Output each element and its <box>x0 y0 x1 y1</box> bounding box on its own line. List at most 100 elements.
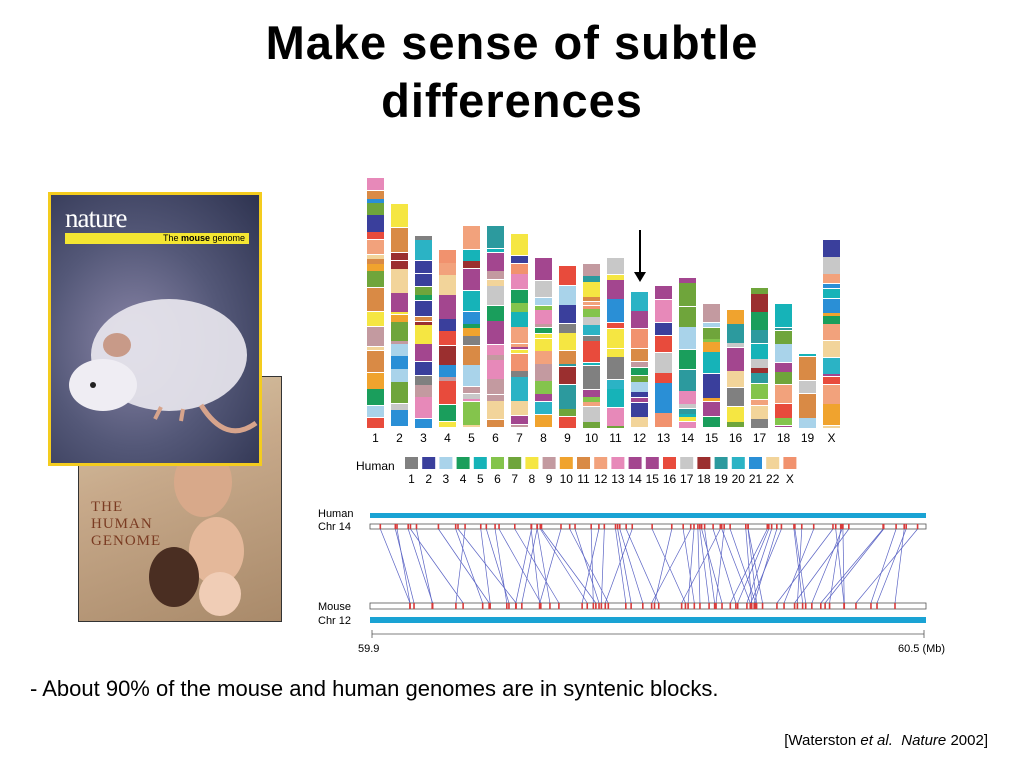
segment-divider <box>511 424 528 426</box>
syntenic-segment <box>391 241 408 253</box>
synteny-marker <box>574 524 576 529</box>
segment-divider <box>823 283 840 285</box>
synteny-marker <box>431 603 433 609</box>
syntenic-segment <box>439 377 456 381</box>
segment-divider <box>391 427 408 429</box>
title-line-1: Make sense of subtle <box>265 16 759 69</box>
legend-swatch <box>680 457 694 469</box>
legend-label: 10 <box>560 472 574 486</box>
legend-swatch <box>508 457 522 469</box>
syntenic-segment <box>655 336 672 353</box>
segment-divider <box>463 427 480 429</box>
segment-divider <box>463 401 480 403</box>
syntenic-segment <box>751 373 768 384</box>
legend-label: 16 <box>663 472 677 486</box>
synteny-link <box>521 528 538 604</box>
synteny-link <box>540 528 588 604</box>
synteny-marker <box>625 603 627 609</box>
segment-divider <box>367 372 384 374</box>
syntenic-segment <box>511 350 528 354</box>
syntenic-segment <box>823 324 840 341</box>
synteny-marker <box>642 603 644 609</box>
synteny-link <box>455 528 484 604</box>
legend-swatch <box>783 457 797 469</box>
synteny-link <box>704 528 715 604</box>
syntenic-segment <box>367 271 384 288</box>
legend-swatch <box>473 457 487 469</box>
syntenic-segment <box>511 344 528 347</box>
syntenic-segment <box>487 355 504 360</box>
mouse-chromosome-label: 10 <box>585 431 599 445</box>
syntenic-segment <box>391 261 408 269</box>
segment-divider <box>607 348 624 350</box>
syntenic-segment <box>535 381 552 394</box>
synteny-marker <box>568 524 571 529</box>
synteny-marker <box>800 524 803 529</box>
syntenic-segment <box>487 395 504 401</box>
synteny-link <box>747 528 763 604</box>
segment-divider <box>535 327 552 329</box>
syntenic-segment <box>559 324 576 333</box>
mouse-chromosome-label: 3 <box>420 431 427 445</box>
synteny-marker <box>796 603 799 609</box>
syntenic-segment <box>679 404 696 409</box>
segment-divider <box>607 407 624 409</box>
syntenic-segment <box>823 377 840 385</box>
syntenic-segment <box>367 373 384 389</box>
synteny-link <box>396 528 411 604</box>
synteny-marker <box>894 603 896 609</box>
syntenic-segment <box>439 381 456 405</box>
segment-divider <box>463 386 480 388</box>
syntenic-segment <box>799 381 816 394</box>
mouse-chromosome-label: 9 <box>564 431 571 445</box>
syntenic-segment <box>583 366 600 390</box>
syntenic-segment <box>679 278 696 283</box>
segment-divider <box>655 335 672 337</box>
synteny-link <box>457 528 517 604</box>
segment-divider <box>367 190 384 192</box>
synteny-link <box>699 528 710 604</box>
syntenic-segment <box>823 284 840 289</box>
segment-divider <box>655 427 672 429</box>
synteny-marker <box>508 603 510 609</box>
syntenic-segment <box>439 405 456 422</box>
synteny-marker <box>462 603 464 609</box>
mouse-chromosome-label: 18 <box>777 431 791 445</box>
synteny-marker <box>684 603 687 609</box>
syntenic-segment <box>727 310 744 324</box>
syntenic-segment <box>463 425 480 428</box>
segment-divider <box>655 299 672 301</box>
syntenic-segment <box>631 398 648 403</box>
synteny-marker <box>657 603 660 609</box>
syntenic-segment <box>751 384 768 400</box>
syntenic-segment <box>367 240 384 255</box>
syntenic-segment <box>607 299 624 323</box>
legend-label: 12 <box>594 472 608 486</box>
syntenic-segment <box>391 228 408 241</box>
segment-divider <box>463 345 480 347</box>
syntenic-segment <box>463 402 480 412</box>
chromosome-bar-16 <box>727 310 744 429</box>
synteny-marker <box>455 603 457 609</box>
syntenic-segment <box>439 331 456 346</box>
syntenic-segment <box>631 349 648 362</box>
syntenic-segment <box>823 358 840 374</box>
legend-swatch <box>405 457 418 469</box>
syntenic-segment <box>655 373 672 383</box>
syntenic-segment <box>415 397 432 419</box>
syntenic-segment <box>463 312 480 324</box>
syntenic-segment <box>391 253 408 261</box>
segment-divider <box>535 305 552 307</box>
syntenic-segment <box>607 280 624 299</box>
syntenic-segment <box>679 283 696 307</box>
syntenic-segment <box>583 325 600 336</box>
syntenic-segment <box>367 406 384 418</box>
legend-swatch <box>645 457 659 469</box>
synteny-marker <box>379 524 382 529</box>
segment-divider <box>823 425 840 427</box>
chromosome-bar-5 <box>463 226 480 429</box>
segment-divider <box>703 373 720 375</box>
segment-divider <box>751 405 768 407</box>
synteny-marker <box>604 603 607 609</box>
